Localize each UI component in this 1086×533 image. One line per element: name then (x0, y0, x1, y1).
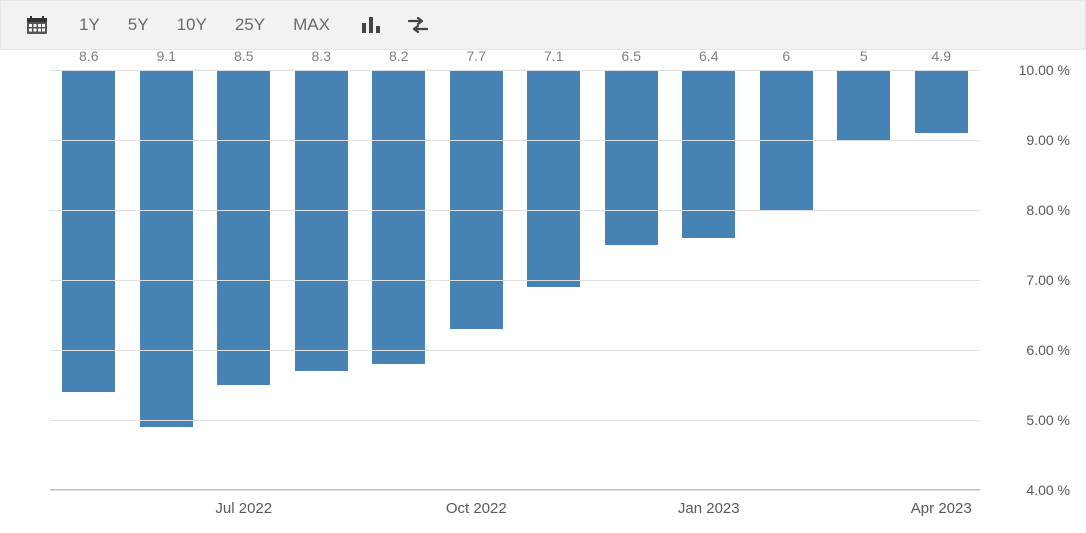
bar-value-label: 7.1 (544, 48, 563, 64)
x-slot (825, 490, 903, 533)
gridline (50, 140, 980, 141)
bar-value-label: 8.3 (312, 48, 331, 64)
y-axis-label: 4.00 % (1026, 482, 1070, 498)
bar-value-label: 6 (782, 48, 790, 64)
y-axis-label: 9.00 % (1026, 132, 1070, 148)
x-slot: Apr 2023 (903, 490, 981, 533)
calendar-icon[interactable] (13, 8, 61, 42)
bar-chart-icon[interactable] (348, 9, 394, 41)
plot-area: 8.69.18.58.38.27.77.16.56.4654.9 (50, 70, 980, 490)
range-max-button[interactable]: MAX (279, 7, 344, 43)
x-slot (128, 490, 206, 533)
y-axis-label: 7.00 % (1026, 272, 1070, 288)
bar: 6.4 (682, 70, 735, 238)
bar-value-label: 8.6 (79, 48, 98, 64)
x-axis: Jul 2022 Oct 2022 Jan 2023 Apr 2023 (50, 490, 980, 533)
bar: 8.6 (62, 70, 115, 392)
range-1y-button[interactable]: 1Y (65, 7, 114, 43)
y-axis-label: 6.00 % (1026, 342, 1070, 358)
bar: 4.9 (915, 70, 968, 133)
x-slot: Jul 2022 (205, 490, 283, 533)
bar-value-label: 8.2 (389, 48, 408, 64)
compare-icon[interactable] (394, 9, 442, 41)
chart: 8.6 9.1 8.5 8.3 8.2 7.7 7.1 6.5 6.4 6 5 4.9 Jul 202… (0, 50, 1086, 533)
bar: 6.5 (605, 70, 658, 245)
bar-value-label: 4.9 (932, 48, 951, 64)
x-axis-label: Apr 2023 (911, 500, 972, 517)
bar: 8.5 (217, 70, 270, 385)
x-slot (360, 490, 438, 533)
x-slot (50, 490, 128, 533)
range-25y-button[interactable]: 25Y (221, 7, 279, 43)
x-slot (748, 490, 826, 533)
gridline (50, 70, 980, 71)
y-axis-label: 5.00 % (1026, 412, 1070, 428)
bar: 8.2 (372, 70, 425, 364)
y-axis-label: 10.00 % (1019, 62, 1070, 78)
bar: 7.1 (527, 70, 580, 287)
gridline (50, 350, 980, 351)
bar-value-label: 8.5 (234, 48, 253, 64)
bar-value-label: 5 (860, 48, 868, 64)
gridline (50, 280, 980, 281)
bar-value-label: 6.5 (622, 48, 641, 64)
y-axis-label: 8.00 % (1026, 202, 1070, 218)
gridline (50, 210, 980, 211)
x-axis-label: Oct 2022 (446, 500, 507, 517)
x-slot (515, 490, 593, 533)
x-slot (283, 490, 361, 533)
x-slot: Oct 2022 (438, 490, 516, 533)
bar: 9.1 (140, 70, 193, 427)
bar: 8.3 (295, 70, 348, 371)
range-5y-button[interactable]: 5Y (114, 7, 163, 43)
x-slot: Jan 2023 (670, 490, 748, 533)
range-10y-button[interactable]: 10Y (163, 7, 221, 43)
x-axis-label: Jul 2022 (215, 500, 272, 517)
x-slot (593, 490, 671, 533)
bar: 7.7 (450, 70, 503, 329)
x-axis-label: Jan 2023 (678, 500, 740, 517)
toolbar: 1Y 5Y 10Y 25Y MAX (0, 0, 1086, 50)
bar: 5 (837, 70, 890, 140)
bar-value-label: 7.7 (467, 48, 486, 64)
bar-value-label: 6.4 (699, 48, 718, 64)
bar-value-label: 9.1 (157, 48, 176, 64)
gridline (50, 420, 980, 421)
